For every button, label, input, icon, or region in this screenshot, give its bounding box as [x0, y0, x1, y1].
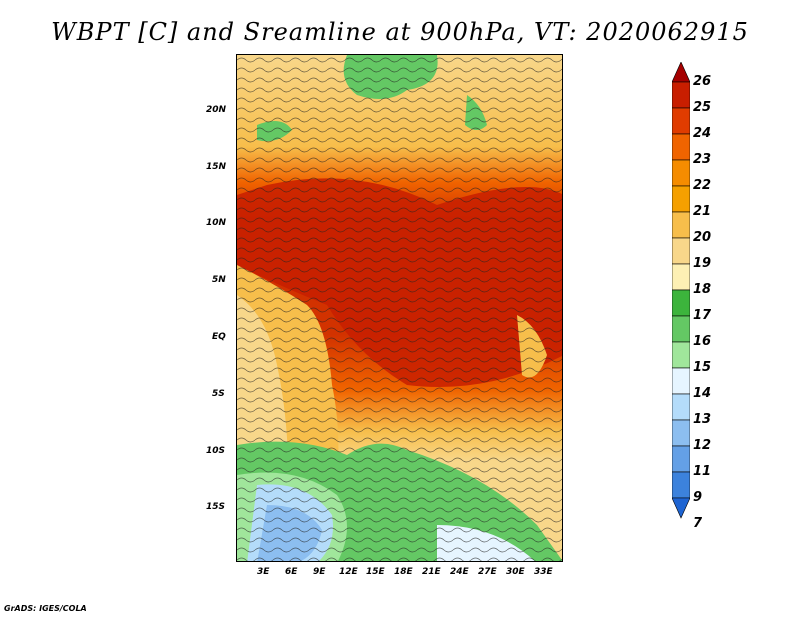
- lat-label: 5N: [212, 275, 226, 285]
- temperature-field: [237, 55, 563, 562]
- colorbar: [672, 62, 690, 562]
- lat-label: 20N: [206, 105, 226, 115]
- map-title: WBPT [C] and Sreamline at 900hPa, VT: 20…: [0, 18, 800, 46]
- lat-label: EQ: [212, 332, 226, 342]
- colorbar-box: [672, 316, 690, 342]
- colorbar-box: [672, 446, 690, 472]
- colorbar-label: 20: [693, 230, 711, 245]
- lon-label: 15E: [366, 567, 385, 577]
- colorbar-box: [672, 264, 690, 290]
- lon-label: 6E: [285, 567, 297, 577]
- colorbar-box: [672, 472, 690, 498]
- colorbar-label: 22: [693, 178, 711, 193]
- colorbar-box: [672, 394, 690, 420]
- lon-label: 30E: [506, 567, 525, 577]
- colorbar-label: 16: [693, 334, 711, 349]
- colorbar-label: 26: [693, 74, 711, 89]
- credit-text: GrADS: IGES/COLA: [4, 604, 87, 613]
- lat-label: 10N: [206, 218, 226, 228]
- colorbar-label: 7: [693, 516, 702, 531]
- colorbar-box: [672, 134, 690, 160]
- colorbar-box: [672, 160, 690, 186]
- colorbar-label: 19: [693, 256, 711, 271]
- colorbar-box: [672, 212, 690, 238]
- lon-label: 21E: [422, 567, 441, 577]
- lon-label: 24E: [450, 567, 469, 577]
- lat-label: 15S: [206, 502, 225, 512]
- lat-label: 15N: [206, 162, 226, 172]
- colorbar-label: 25: [693, 100, 711, 115]
- colorbar-box: [672, 108, 690, 134]
- colorbar-label: 23: [693, 152, 711, 167]
- colorbar-label: 18: [693, 282, 711, 297]
- lon-label: 12E: [339, 567, 358, 577]
- colorbar-bottom-arrow: [672, 498, 690, 518]
- lat-label: 5S: [212, 389, 225, 399]
- colorbar-label: 9: [693, 490, 702, 505]
- lon-label: 27E: [478, 567, 497, 577]
- colorbar-box: [672, 290, 690, 316]
- colorbar-label: 12: [693, 438, 711, 453]
- colorbar-top-arrow: [672, 62, 690, 82]
- colorbar-box: [672, 238, 690, 264]
- colorbar-label: 17: [693, 308, 711, 323]
- colorbar-label: 21: [693, 204, 711, 219]
- colorbar-label: 15: [693, 360, 711, 375]
- colorbar-label: 11: [693, 464, 711, 479]
- lon-label: 18E: [394, 567, 413, 577]
- lon-label: 33E: [534, 567, 553, 577]
- lon-label: 9E: [313, 567, 325, 577]
- colorbar-box: [672, 82, 690, 108]
- colorbar-box: [672, 186, 690, 212]
- wbpt-map: [236, 54, 563, 562]
- colorbar-label: 14: [693, 386, 711, 401]
- colorbar-box: [672, 368, 690, 394]
- colorbar-box: [672, 342, 690, 368]
- lon-label: 3E: [257, 567, 269, 577]
- lat-label: 10S: [206, 446, 225, 456]
- colorbar-label: 24: [693, 126, 711, 141]
- colorbar-label: 13: [693, 412, 711, 427]
- colorbar-box: [672, 420, 690, 446]
